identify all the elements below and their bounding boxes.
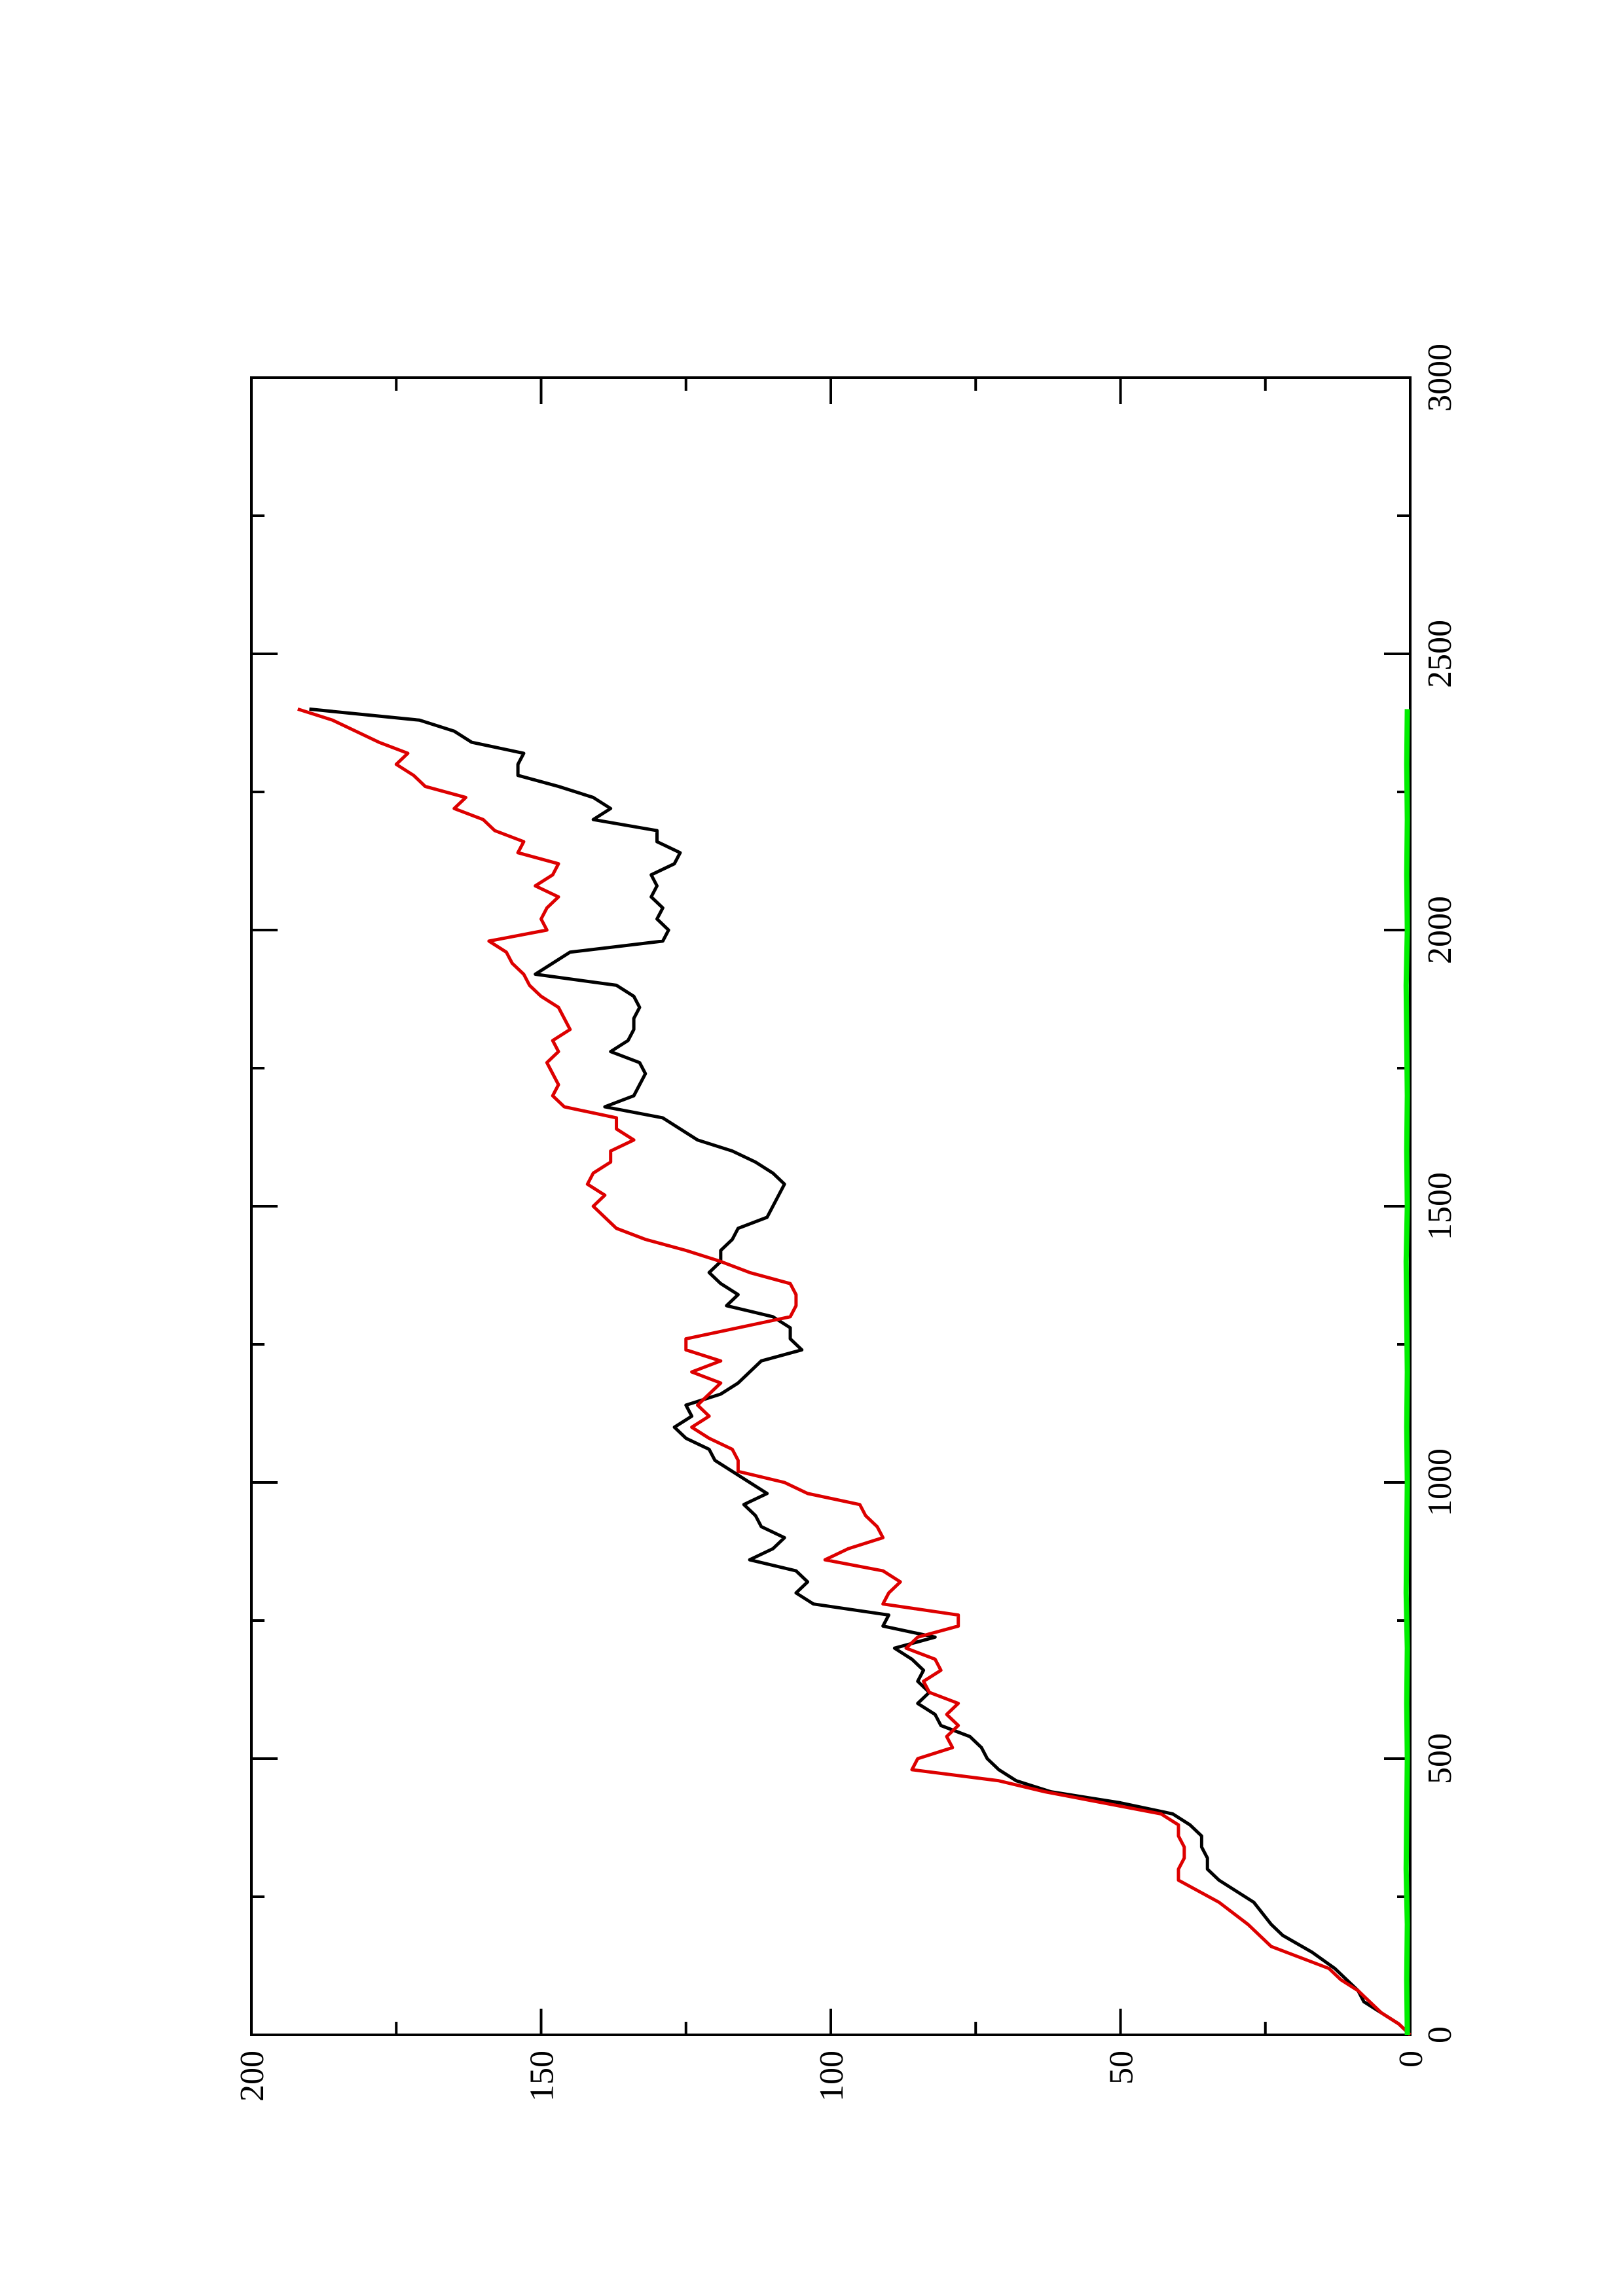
x-tick-label: 2500 (1421, 620, 1459, 688)
x-tick-label: 1000 (1421, 1448, 1459, 1516)
x-tick-label: 3000 (1421, 344, 1459, 412)
y-tick-label: 150 (524, 2051, 561, 2102)
axis-ticks (250, 376, 1412, 2036)
x-tick-label: 2000 (1421, 896, 1459, 964)
x-tick-label: 0 (1421, 2026, 1459, 2043)
y-tick-label: 50 (1103, 2051, 1140, 2085)
axis-tick-labels: 0 500 1000 1500 2000 2500 3000 0 50 100 150 200 (234, 344, 1459, 2102)
series-lines (297, 707, 1412, 2036)
series-line-1 (309, 707, 1412, 2036)
y-tick-label: 200 (234, 2051, 271, 2102)
x-tick-label: 500 (1421, 1733, 1459, 1784)
series-line-3 (1403, 709, 1410, 2036)
plot-frame (250, 376, 1412, 2036)
y-tick-label: 0 (1393, 2051, 1430, 2068)
y-tick-label: 100 (813, 2051, 850, 2102)
x-tick-label: 1500 (1421, 1172, 1459, 1240)
series-line-2 (297, 708, 1412, 2036)
